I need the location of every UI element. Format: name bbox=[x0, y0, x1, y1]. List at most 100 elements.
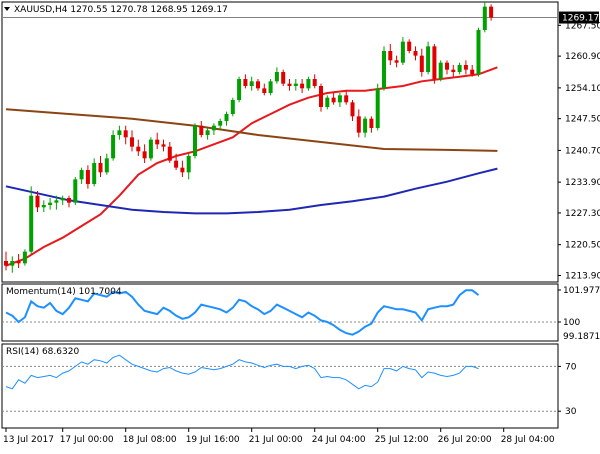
candle-bull bbox=[10, 261, 15, 266]
candle-bull bbox=[230, 100, 235, 114]
candle-bear bbox=[167, 146, 172, 161]
price-axis-label: 1227.30 bbox=[565, 209, 600, 219]
candle-bear bbox=[489, 6, 494, 18]
time-axis-label: 26 Jul 20:00 bbox=[438, 435, 492, 445]
candle-bear bbox=[356, 116, 361, 133]
ma-fast-line bbox=[5, 66, 498, 267]
rsi-axis-label: 70 bbox=[565, 362, 577, 372]
time-axis-label: 19 Jul 16:00 bbox=[186, 435, 240, 445]
candle-bull bbox=[476, 30, 481, 75]
ma-slow-line bbox=[5, 108, 498, 152]
candle-bear bbox=[123, 130, 128, 138]
time-axis-label: 25 Jul 12:00 bbox=[375, 435, 429, 445]
candle-bull bbox=[117, 130, 122, 135]
candle-bear bbox=[388, 51, 393, 61]
candle-bull bbox=[211, 125, 216, 131]
price-panel-frame bbox=[1, 1, 559, 283]
candle-bear bbox=[344, 95, 349, 103]
time-axis-label: 17 Jul 00:00 bbox=[60, 435, 114, 445]
candle-bull bbox=[224, 114, 229, 121]
candle-bear bbox=[312, 79, 317, 86]
time-axis-label: 13 Jul 2017 bbox=[3, 435, 54, 445]
candle-bull bbox=[29, 195, 34, 252]
time-axis-label: 28 Jul 04:00 bbox=[501, 435, 555, 445]
price-axis-label: 1260.90 bbox=[565, 52, 600, 62]
candle-bull bbox=[382, 51, 386, 89]
candle-bull bbox=[375, 88, 380, 128]
candle-bear bbox=[243, 79, 248, 86]
candle-bull bbox=[186, 156, 191, 173]
candle-bear bbox=[4, 261, 8, 266]
momentum-axis-label: 101.9778 bbox=[563, 286, 600, 296]
candle-bull bbox=[218, 121, 223, 126]
candle-bear bbox=[85, 170, 90, 184]
candle-bear bbox=[142, 151, 147, 159]
candle-bear bbox=[419, 55, 424, 72]
candle-bull bbox=[426, 46, 431, 72]
rsi-panel-frame bbox=[1, 343, 559, 429]
candle-bull bbox=[400, 41, 405, 63]
candle-bull bbox=[249, 81, 254, 86]
candle-bear bbox=[331, 97, 336, 103]
last-price-marker bbox=[559, 11, 599, 24]
candle-bear bbox=[287, 83, 292, 86]
candle-bear bbox=[463, 65, 468, 70]
candle-bull bbox=[22, 251, 27, 264]
candle-bear bbox=[262, 88, 267, 93]
rsi-line bbox=[5, 354, 479, 390]
price-axis-label: 1267.50 bbox=[565, 21, 600, 31]
candle-bull bbox=[306, 79, 311, 89]
momentum-panel-frame bbox=[1, 283, 559, 342]
candle-bull bbox=[148, 139, 153, 159]
candle-bull bbox=[268, 81, 273, 93]
candle-bull bbox=[73, 179, 78, 203]
candle-bull bbox=[438, 62, 443, 79]
candle-bear bbox=[432, 46, 437, 79]
candle-bull bbox=[274, 72, 279, 82]
candle-bear bbox=[413, 51, 418, 56]
candle-bear bbox=[155, 139, 160, 145]
candle-bear bbox=[350, 102, 355, 117]
candle-bull bbox=[60, 198, 65, 201]
candle-bear bbox=[174, 160, 179, 168]
price-axis-label: 1247.50 bbox=[565, 115, 600, 125]
candle-bull bbox=[457, 65, 462, 72]
ma-long-line bbox=[5, 167, 498, 215]
candle-bear bbox=[451, 69, 456, 72]
momentum-title: Momentum(14) 101.7004 bbox=[6, 287, 122, 297]
candle-bull bbox=[104, 158, 109, 173]
candle-bear bbox=[319, 86, 323, 107]
candle-bull bbox=[325, 97, 330, 107]
candle-bull bbox=[92, 163, 97, 184]
candle-bull bbox=[193, 125, 197, 156]
price-axis-label: 1213.90 bbox=[565, 271, 600, 281]
candle-bear bbox=[445, 62, 449, 70]
candle-bull bbox=[337, 95, 342, 103]
candle-bear bbox=[300, 83, 305, 89]
candle-bear bbox=[256, 81, 260, 89]
candle-bear bbox=[67, 198, 71, 203]
candle-bull bbox=[482, 6, 487, 31]
candle-bear bbox=[98, 163, 103, 173]
rsi-title: RSI(14) 68.6320 bbox=[6, 347, 79, 357]
candle-bear bbox=[281, 72, 286, 84]
candle-bull bbox=[54, 200, 59, 203]
candle-bear bbox=[130, 137, 134, 147]
triangle-down-icon[interactable] bbox=[4, 7, 10, 11]
candle-bear bbox=[369, 118, 374, 128]
candle-bull bbox=[48, 202, 53, 205]
price-axis-label: 1220.50 bbox=[565, 241, 600, 251]
candle-bull bbox=[293, 83, 298, 86]
price-axis-label: 1233.90 bbox=[565, 178, 600, 188]
candle-bear bbox=[35, 195, 40, 208]
candle-bear bbox=[394, 60, 399, 63]
candle-bull bbox=[79, 170, 84, 180]
candle-bear bbox=[199, 125, 204, 135]
rsi-axis-label: 30 bbox=[565, 407, 577, 417]
time-axis-label: 24 Jul 04:00 bbox=[312, 435, 366, 445]
candle-bull bbox=[363, 118, 368, 133]
candle-bear bbox=[136, 146, 141, 152]
